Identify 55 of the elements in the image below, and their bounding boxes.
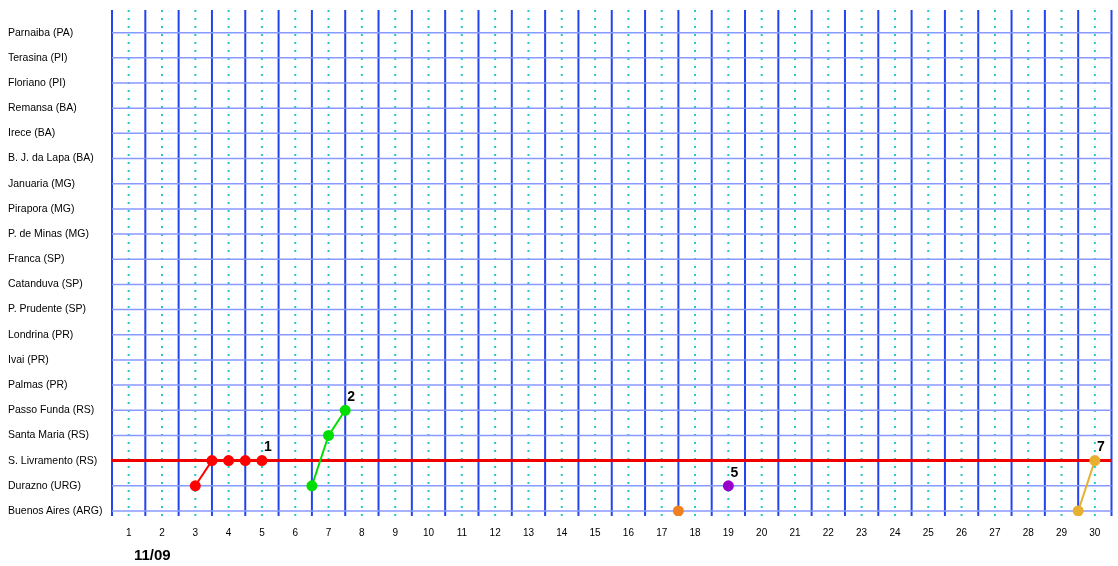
y-tick-label: S. Livramento (RS) (8, 453, 98, 466)
y-tick-label: B. J. da Lapa (BA) (8, 151, 94, 164)
x-tick-label: 23 (856, 526, 868, 538)
series-label: 7 (1096, 438, 1105, 455)
series-label: 5 (730, 463, 739, 480)
x-tick-label: 6 (292, 526, 299, 538)
y-tick-label: Floriano (PI) (8, 75, 66, 88)
x-tick-label: 12 (489, 526, 502, 538)
x-tick-label: 8 (359, 526, 366, 538)
x-tick-label: 16 (622, 526, 635, 538)
series-label: 1 (264, 438, 273, 455)
x-tick-label: 2 (159, 526, 166, 538)
x-tick-label: 3 (192, 526, 199, 538)
y-tick-label: Januaria (MG) (8, 176, 76, 189)
text: 11/09 (134, 546, 171, 563)
x-tick-label: 10 (422, 526, 435, 538)
y-tick-label: Palmas (PR) (8, 377, 68, 390)
y-tick-label: Pirapora (MG) (8, 201, 75, 214)
x-tick-label: 24 (889, 526, 901, 538)
x-tick-label: 27 (989, 526, 1001, 538)
y-tick-label: Durazno (URG) (8, 478, 81, 491)
x-tick-label: 7 (325, 526, 332, 538)
y-tick-label: Franca (SP) (8, 252, 65, 265)
y-tick-label: Terasina (PI) (8, 50, 68, 63)
y-tick-label: Parnaiba (PA) (8, 25, 74, 38)
y-tick-label: Londrina (PR) (8, 327, 74, 340)
x-tick-label: 14 (556, 526, 568, 538)
y-tick-label: Passo Funda (RS) (8, 403, 95, 416)
y-tick-label: Remansa (BA) (8, 101, 77, 114)
x-tick-label: 17 (656, 526, 668, 538)
x-tick-label: 25 (922, 526, 935, 538)
y-tick-label: Catanduva (SP) (8, 277, 83, 290)
x-tick-label: 11 (456, 526, 468, 538)
x-tick-label: 13 (522, 526, 535, 538)
y-tick-label: Ivai (PR) (8, 352, 49, 365)
x-tick-label: 29 (1055, 526, 1068, 538)
x-tick-label: 22 (822, 526, 835, 538)
x-tick-label: 20 (756, 526, 768, 538)
y-tick-label: Buenos Aires (ARG) (8, 503, 103, 516)
x-tick-label: 26 (956, 526, 968, 538)
x-tick-label: 15 (589, 526, 602, 538)
x-tick-label: 30 (1089, 526, 1101, 538)
x-tick-label: 5 (259, 526, 266, 538)
x-tick-label: 19 (722, 526, 735, 538)
y-tick-label: P. de Minas (MG) (8, 226, 89, 239)
x-tick-label: 28 (1022, 526, 1035, 538)
x-tick-label: 9 (392, 526, 399, 538)
series-label: 2 (347, 388, 356, 405)
y-tick-label: P. Prudente (SP) (8, 302, 87, 315)
x-tick-label: 4 (225, 526, 232, 538)
y-tick-label: Santa Maria (RS) (8, 428, 90, 441)
x-tick-label: 21 (789, 526, 801, 538)
x-tick-label: 18 (689, 526, 702, 538)
x-tick-label: 1 (125, 526, 132, 538)
y-tick-label: Irece (BA) (8, 126, 56, 139)
